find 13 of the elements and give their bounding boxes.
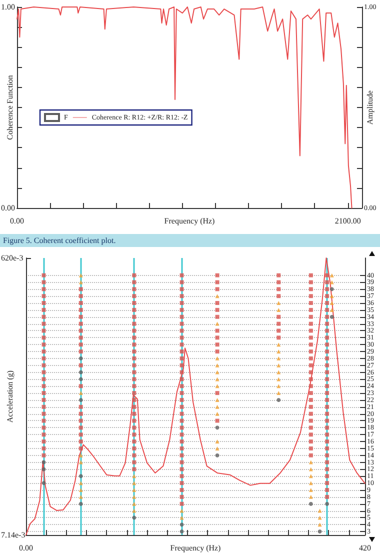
y2-axis-title: Amplitude	[366, 90, 374, 125]
caption: Figure 5. Coherent coefficient plot.	[0, 234, 380, 247]
y-axis-title: Acceleration (g)	[6, 370, 14, 423]
x-axis-title: Frequency (Hz)	[164, 216, 216, 226]
x-tick-label: 2100.00	[334, 216, 361, 226]
x-tick-label: 420	[359, 544, 371, 552]
y-axis-title: Coherence Function	[6, 75, 14, 140]
y-tick-label: 620e-3	[1, 254, 24, 262]
y-tick-label: 1.00	[1, 2, 15, 12]
line-series	[26, 258, 366, 536]
y-tick-label: 0.00	[1, 204, 15, 212]
x-axis-title: Frequency (Hz)	[170, 544, 222, 552]
y-tick-label: 7.14e-3	[1, 530, 26, 540]
